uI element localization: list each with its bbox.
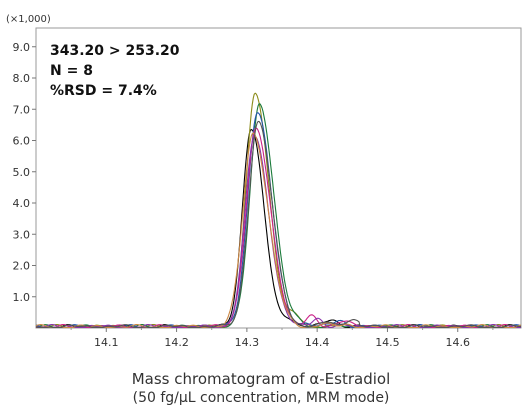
plot-frame — [35, 27, 522, 329]
series-line-1 — [36, 128, 521, 328]
y-multiplier-label: (×1,000) — [6, 14, 51, 25]
x-tick-label: 14.3 — [235, 336, 260, 349]
transition-label: 343.20 > 253.20 — [50, 43, 180, 59]
caption-subtitle: (50 fg/μL concentration, MRM mode) — [132, 390, 390, 406]
series-line-3 — [35, 103, 522, 328]
y-tick-label: 6.0 — [13, 135, 31, 148]
series-line-2 — [35, 92, 522, 328]
series-line-8 — [35, 120, 522, 328]
x-tick-label: 14.2 — [164, 336, 189, 349]
y-tick-label: 8.0 — [13, 72, 31, 85]
x-tick-label: 14.4 — [305, 336, 330, 349]
y-tick-label: 1.0 — [13, 291, 31, 304]
y-tick-label: 3.0 — [13, 228, 31, 241]
x-tick-label: 14.1 — [94, 336, 119, 349]
y-tick-label: 5.0 — [13, 166, 31, 179]
y-tick-label: 2.0 — [13, 260, 31, 273]
y-tick-label: 9.0 — [13, 41, 31, 54]
rsd-label: %RSD = 7.4% — [50, 83, 157, 99]
axes-layer: 1.0 2.0 3.0 4.0 5.0 6.0 7.0 8.0 9.0 14.1 14.2 14.3 1… — [13, 41, 494, 349]
series-line-5 — [36, 127, 522, 328]
y-tick-label: 7.0 — [13, 103, 31, 116]
x-tick-label: 14.6 — [445, 336, 470, 349]
caption-title: Mass chromatogram of α-Estradiol — [131, 370, 391, 388]
chromatogram-chart: 1.0 2.0 3.0 4.0 5.0 6.0 7.0 8.0 9.0 14.1 14.2 14.3 1… — [6, 14, 522, 349]
x-tick-label: 14.5 — [375, 336, 400, 349]
series-layer — [35, 92, 522, 328]
y-tick-label: 4.0 — [13, 197, 31, 210]
series-line-4 — [35, 112, 522, 328]
series-line-7 — [35, 132, 522, 328]
plot-area — [35, 27, 522, 329]
n-label: N = 8 — [50, 63, 93, 79]
